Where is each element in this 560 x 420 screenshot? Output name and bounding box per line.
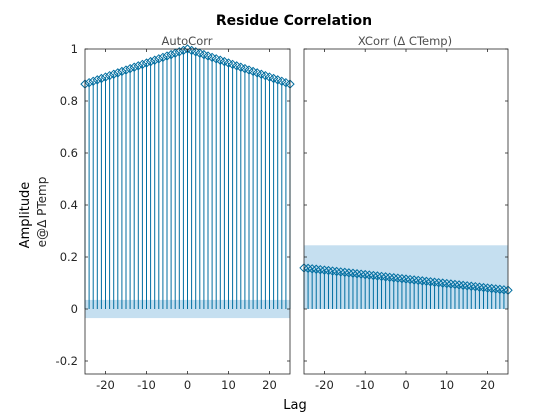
stem-marker bbox=[108, 69, 119, 79]
stem-marker bbox=[491, 284, 501, 294]
x-tick-label: -20 bbox=[315, 378, 334, 392]
stem-marker bbox=[133, 61, 144, 71]
stem-marker bbox=[315, 265, 326, 275]
stem-marker bbox=[376, 271, 387, 282]
stem-marker bbox=[311, 264, 321, 274]
x-tick-label: 10 bbox=[439, 378, 454, 392]
stem-marker bbox=[380, 272, 391, 282]
stem-marker bbox=[393, 273, 403, 283]
y-axis-label: Amplitude bbox=[18, 182, 33, 249]
stem-marker bbox=[401, 274, 411, 284]
panel-2-subtitle: XCorr (Δ CTemp) bbox=[358, 34, 452, 48]
stem-marker bbox=[458, 280, 468, 291]
y-tick-label: 0.8 bbox=[60, 94, 78, 108]
stem-marker bbox=[174, 47, 185, 57]
x-tick-label: -10 bbox=[356, 378, 375, 392]
stem-marker bbox=[113, 68, 123, 78]
stem-marker bbox=[446, 279, 456, 289]
stem-marker bbox=[327, 266, 338, 276]
stem-marker bbox=[145, 56, 156, 67]
stem-marker bbox=[100, 72, 111, 82]
stem-marker bbox=[486, 283, 497, 294]
stem-marker bbox=[482, 283, 493, 293]
stem-marker bbox=[474, 282, 485, 292]
stem-marker bbox=[166, 49, 176, 60]
stem-marker bbox=[409, 275, 419, 285]
stem-marker bbox=[307, 264, 317, 274]
stem-marker bbox=[433, 277, 444, 288]
chart-title: Residue Correlation bbox=[216, 13, 372, 29]
stem-marker bbox=[397, 273, 407, 284]
stem-marker bbox=[417, 276, 428, 286]
stem-marker bbox=[125, 63, 135, 74]
panel-1-subtitle: AutoCorr bbox=[161, 34, 212, 48]
x-tick-label: -20 bbox=[96, 378, 115, 392]
stem-marker bbox=[303, 263, 313, 274]
stem-marker bbox=[421, 276, 432, 287]
y-tick-label: 0 bbox=[71, 302, 78, 316]
stem-marker bbox=[360, 269, 370, 280]
stem-marker bbox=[88, 76, 98, 86]
stem-marker bbox=[348, 268, 358, 278]
y-tick-label: 0.4 bbox=[60, 198, 78, 212]
stem-marker bbox=[129, 62, 139, 72]
stem-marker bbox=[170, 48, 180, 58]
stem-marker bbox=[352, 269, 362, 279]
stem-marker bbox=[478, 282, 489, 293]
stem-marker bbox=[92, 75, 103, 85]
stem-marker bbox=[319, 265, 330, 275]
stem-marker bbox=[356, 269, 366, 279]
x-tick-label: 0 bbox=[184, 378, 191, 392]
stem-marker bbox=[162, 51, 172, 61]
stem-marker bbox=[429, 277, 440, 287]
y-axis-sublabel: e@Δ PTemp bbox=[35, 177, 49, 248]
x-axis-label: Lag bbox=[283, 398, 306, 413]
stem-marker bbox=[438, 278, 448, 288]
autocorr-panel: -20 -10 0 10 20 -0.2 0 0.2 0.4 0.6 0.8 1 bbox=[56, 42, 295, 392]
stem-marker bbox=[372, 271, 383, 281]
stem-marker bbox=[84, 77, 94, 88]
y-tick-label: 0.6 bbox=[60, 146, 78, 160]
stem-marker bbox=[368, 270, 379, 281]
x-tick-label: 20 bbox=[480, 378, 495, 392]
stem-marker bbox=[154, 54, 164, 64]
y-tick-label: -0.2 bbox=[56, 354, 78, 368]
xcorr-panel: -20 -10 0 10 20 bbox=[299, 48, 513, 392]
stem-marker bbox=[364, 270, 374, 280]
axes-box bbox=[303, 48, 509, 375]
stem-marker bbox=[450, 279, 460, 290]
stem-marker bbox=[137, 59, 148, 70]
stem-marker bbox=[158, 52, 168, 63]
y-tick-label: 1 bbox=[71, 42, 78, 56]
stem-marker bbox=[96, 73, 107, 84]
stem-marker bbox=[425, 277, 436, 287]
x-tick-label: -10 bbox=[137, 378, 156, 392]
stem-marker bbox=[121, 65, 131, 75]
stem-marker bbox=[331, 266, 342, 277]
x-tick-label: 10 bbox=[221, 378, 236, 392]
stem-marker bbox=[384, 272, 395, 283]
stem-marker bbox=[323, 265, 334, 276]
stem-marker bbox=[344, 268, 354, 278]
stem-marker bbox=[413, 275, 423, 286]
x-tick-label: 0 bbox=[402, 378, 409, 392]
stem-marker bbox=[495, 284, 505, 295]
stem-marker bbox=[389, 273, 399, 283]
stem-marker bbox=[117, 66, 127, 77]
stem-marker bbox=[462, 281, 472, 291]
stem-marker bbox=[336, 267, 346, 277]
stem-marker bbox=[149, 55, 160, 65]
stem-marker bbox=[141, 58, 152, 68]
stem-marker bbox=[104, 70, 115, 81]
stem-marker bbox=[405, 274, 415, 285]
x-tick-label: 20 bbox=[262, 378, 277, 392]
stem-marker bbox=[454, 280, 464, 290]
stem-marker bbox=[499, 285, 509, 295]
stem-marker bbox=[442, 278, 452, 289]
stem-marker bbox=[466, 281, 476, 291]
y-tick-label: 0.2 bbox=[60, 250, 78, 264]
stem-marker bbox=[340, 267, 350, 278]
stem-marker bbox=[470, 281, 481, 292]
